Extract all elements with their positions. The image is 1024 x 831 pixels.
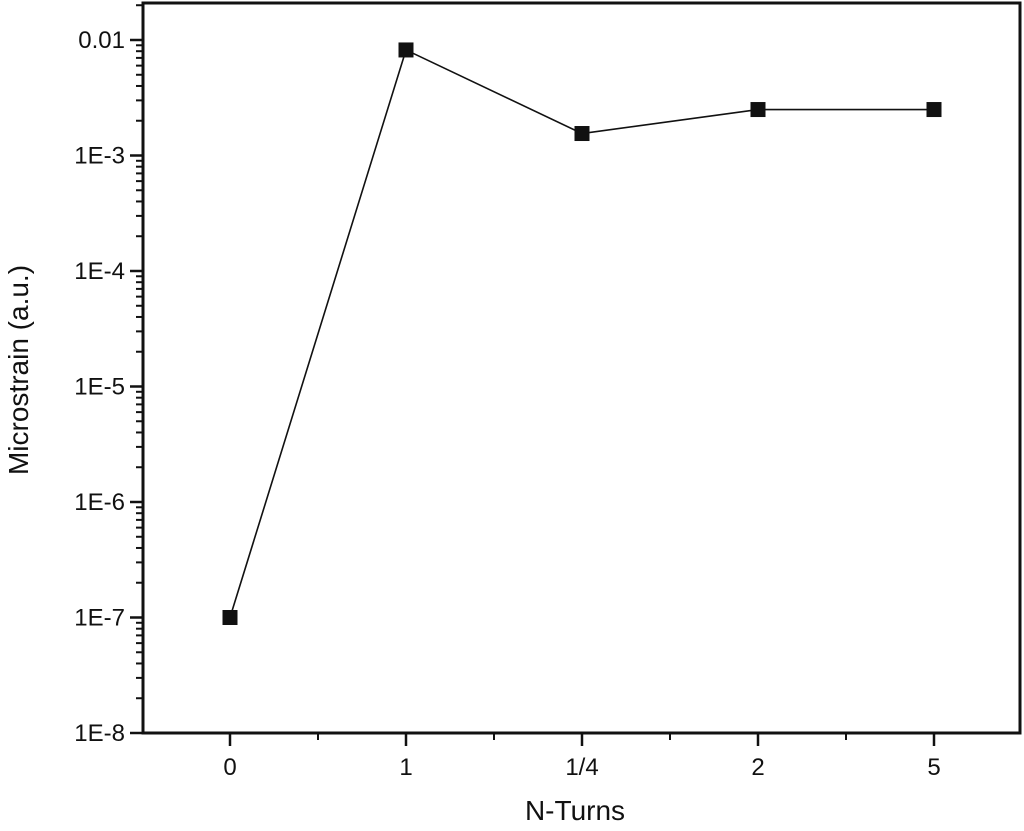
data-point [222,610,238,625]
x-tick-label: 1/4 [565,754,598,781]
series-markers [222,42,942,625]
data-point [398,42,414,58]
x-tick-label: 1 [399,754,412,781]
y-tick-label: 1E-5 [74,374,125,401]
x-axis-ticks: 0 1 1/4 2 5 [223,733,941,781]
x-tick-label: 5 [927,754,940,781]
y-tick-label: 1E-3 [74,143,125,170]
y-axis-title: Microstrain (a.u.) [3,265,34,475]
y-tick-label: 1E-8 [74,720,125,747]
y-axis-ticks: 1E-8 1E-7 1E-6 1E-5 1E-4 1E-3 0.01 [74,4,143,747]
y-tick-label: 0.01 [78,27,125,54]
x-tick-label: 0 [223,754,236,781]
y-tick-label: 1E-7 [74,605,125,632]
data-point [574,126,590,142]
x-tick-label: 2 [751,754,764,781]
plot-frame [141,1,1022,735]
data-point [926,102,942,118]
data-point [750,102,766,118]
x-axis-title: N-Turns [525,795,625,826]
y-tick-label: 1E-4 [74,258,125,285]
y-tick-label: 1E-6 [74,489,125,516]
